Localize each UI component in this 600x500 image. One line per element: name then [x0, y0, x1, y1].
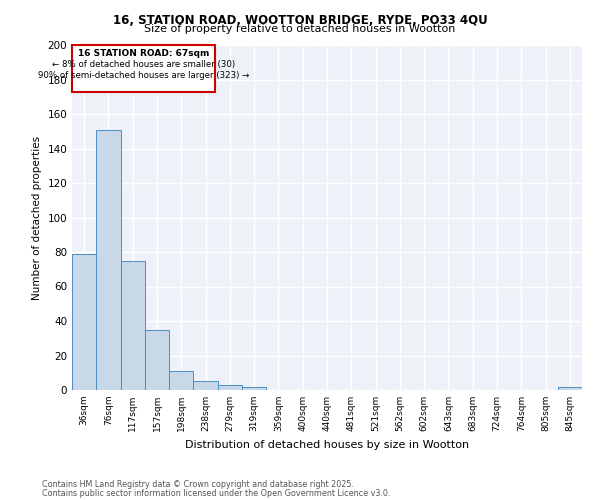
Bar	[121, 260, 145, 390]
Bar	[242, 386, 266, 390]
Text: Contains public sector information licensed under the Open Government Licence v3: Contains public sector information licen…	[42, 488, 391, 498]
Bar	[169, 371, 193, 390]
X-axis label: Distribution of detached houses by size in Wootton: Distribution of detached houses by size …	[185, 440, 469, 450]
Y-axis label: Number of detached properties: Number of detached properties	[32, 136, 42, 300]
Text: Size of property relative to detached houses in Wootton: Size of property relative to detached ho…	[145, 24, 455, 34]
Bar	[558, 386, 582, 390]
Bar	[145, 330, 169, 390]
Text: 16 STATION ROAD: 67sqm: 16 STATION ROAD: 67sqm	[78, 50, 209, 58]
Bar	[193, 382, 218, 390]
Text: 16, STATION ROAD, WOOTTON BRIDGE, RYDE, PO33 4QU: 16, STATION ROAD, WOOTTON BRIDGE, RYDE, …	[113, 14, 487, 27]
Bar	[96, 130, 121, 390]
Bar	[218, 385, 242, 390]
Text: Contains HM Land Registry data © Crown copyright and database right 2025.: Contains HM Land Registry data © Crown c…	[42, 480, 354, 489]
Text: ← 8% of detached houses are smaller (30): ← 8% of detached houses are smaller (30)	[52, 60, 235, 68]
Bar	[72, 254, 96, 390]
FancyBboxPatch shape	[73, 45, 215, 92]
Text: 90% of semi-detached houses are larger (323) →: 90% of semi-detached houses are larger (…	[38, 71, 250, 80]
